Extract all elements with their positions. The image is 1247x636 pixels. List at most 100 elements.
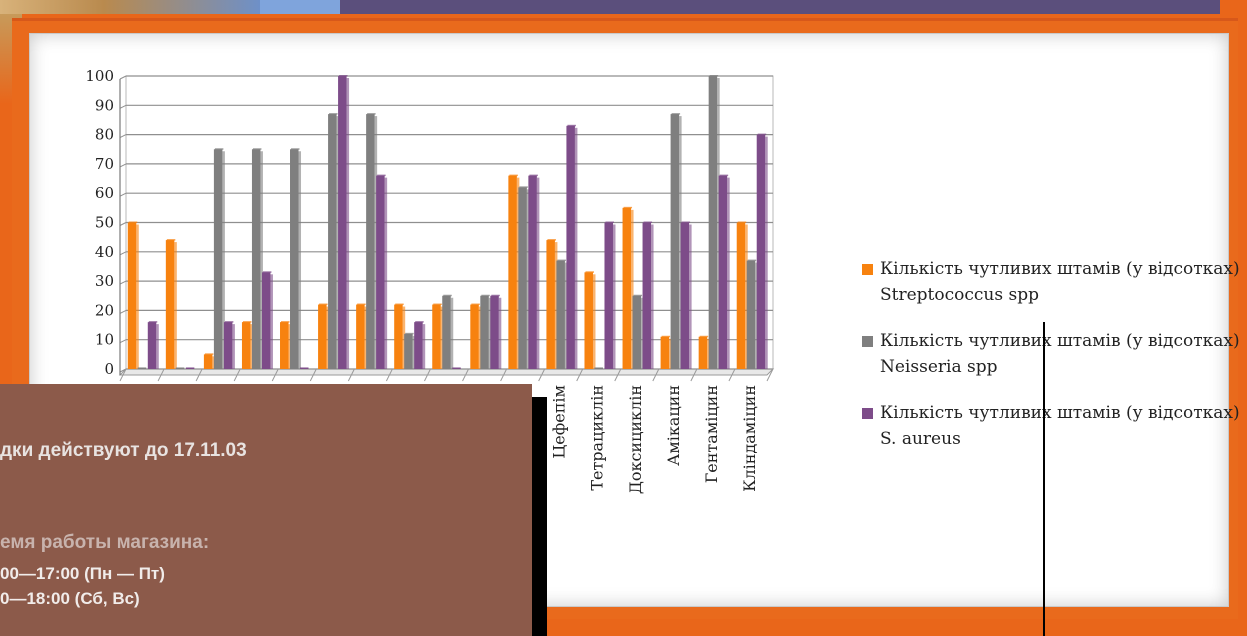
y-tick-label: 10 — [95, 331, 114, 349]
bar — [546, 240, 555, 369]
x-tick — [728, 368, 736, 382]
bar-top — [557, 259, 566, 262]
bar-side — [669, 338, 672, 369]
bar-side — [679, 116, 682, 369]
bar-top — [481, 294, 490, 297]
bar-side — [174, 242, 177, 369]
bar-side — [755, 262, 758, 369]
legend-label: Кількість чутливих штамів (у відсотках) … — [880, 259, 1240, 305]
bar — [622, 207, 632, 369]
discount-text: дки действуют до 17.11.03 — [0, 440, 247, 461]
x-tick — [462, 368, 469, 382]
bar — [127, 222, 137, 369]
bar-top — [567, 124, 576, 127]
bar-top — [242, 321, 252, 323]
bar — [338, 76, 347, 369]
bar-side — [374, 116, 378, 369]
bar-top — [623, 206, 633, 209]
bar — [300, 367, 309, 369]
x-tick — [309, 368, 317, 382]
bar-top — [443, 294, 452, 297]
bar-side — [222, 151, 225, 369]
bar — [746, 260, 756, 369]
bar-side — [232, 324, 235, 369]
bar-side — [212, 356, 215, 369]
gridline-depth — [119, 192, 127, 197]
legend-item-streptococcus: Кількість чутливих штамів (у відсотках) … — [860, 256, 1240, 308]
overlay-shadow — [530, 397, 547, 636]
legend-swatch-gray — [862, 336, 873, 347]
bar-top — [214, 148, 224, 150]
bar-side — [536, 177, 540, 369]
bar — [566, 125, 575, 369]
bar-side — [136, 224, 139, 369]
bar-side — [364, 306, 368, 369]
background-decoration — [0, 0, 260, 14]
gridline-depth — [119, 222, 127, 226]
bar-top — [262, 271, 272, 273]
x-tick — [195, 368, 203, 382]
bar — [213, 149, 223, 369]
bar-top — [547, 239, 556, 241]
bar — [394, 304, 403, 369]
bar — [680, 222, 690, 369]
legend-label: Кількість чутливих штамів (у відсотках) … — [880, 331, 1240, 377]
bar-top — [291, 148, 300, 150]
background-decoration-blue — [260, 0, 340, 14]
x-category-label: Тетрациклін — [588, 385, 607, 491]
bar — [165, 240, 175, 369]
store-hours-weekend: 0—18:00 (Сб, Вс) — [0, 589, 140, 608]
y-tick-label: 70 — [95, 155, 114, 173]
bar — [632, 295, 642, 369]
bar-side — [402, 306, 406, 369]
x-tick — [766, 368, 774, 382]
bar-top — [661, 335, 671, 338]
store-hours-title: емя работы магазина: — [0, 532, 210, 553]
bar — [490, 295, 499, 369]
x-category-label: Цефепім — [550, 385, 569, 459]
chart-panel: 0 10 20 30 40 50 60 70 80 90 100 Цефепім Тетрациклін… — [29, 33, 1240, 607]
bar — [518, 187, 527, 369]
bar-top — [719, 174, 729, 177]
bar-side — [689, 224, 692, 369]
bar — [528, 175, 537, 369]
bar-side — [745, 224, 748, 369]
bar-side — [554, 242, 558, 369]
y-tick-label: 60 — [95, 184, 114, 202]
bar-side — [574, 127, 578, 369]
legend-swatch-purple — [862, 408, 873, 419]
bar — [175, 367, 185, 369]
bar-side — [298, 151, 302, 369]
bar-side — [612, 224, 616, 369]
bar-side — [384, 177, 388, 369]
bar-side — [727, 177, 730, 369]
bar-top — [529, 174, 538, 177]
bar — [698, 336, 708, 369]
bar — [137, 367, 147, 369]
store-info-overlay: дки действуют до 17.11.03 емя работы маг… — [0, 384, 532, 636]
bar-top — [471, 303, 480, 306]
bar-top — [709, 75, 719, 77]
bar — [442, 295, 451, 369]
bar-side — [422, 324, 426, 369]
bar-side — [156, 324, 159, 369]
bar-top — [737, 221, 747, 223]
bar — [185, 367, 195, 369]
bar-top — [509, 174, 518, 177]
x-tick — [652, 368, 660, 382]
y-tick-label: 50 — [95, 214, 114, 232]
bar-top — [252, 148, 262, 150]
bar — [203, 354, 213, 369]
bar — [376, 175, 385, 369]
bar-top — [329, 113, 338, 115]
bar-top — [128, 221, 138, 223]
bar — [718, 175, 728, 369]
bar — [280, 322, 289, 369]
bar-side — [641, 297, 644, 369]
bar — [452, 367, 461, 369]
x-tick — [614, 368, 622, 382]
bar — [584, 272, 593, 369]
bar-top — [224, 321, 234, 323]
bar-side — [498, 297, 502, 369]
gridline-depth — [119, 368, 127, 373]
